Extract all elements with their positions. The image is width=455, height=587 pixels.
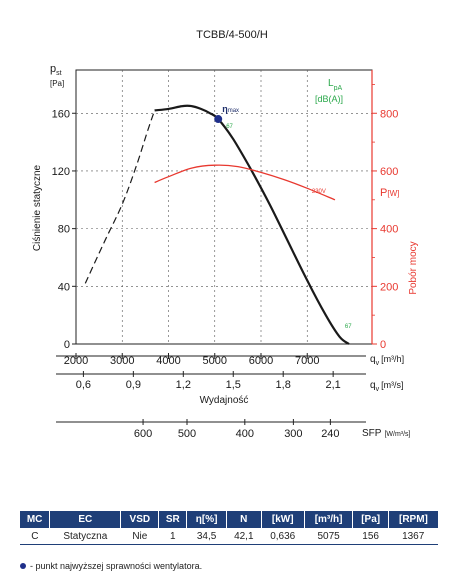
pressure-curve-dashed bbox=[84, 110, 156, 284]
x-tick-label: 6000 bbox=[249, 355, 273, 367]
x2-axis-symbol: qv [m³/s] bbox=[370, 380, 404, 393]
power-series-label: 230V bbox=[312, 189, 326, 195]
spec-cell: 5075 bbox=[304, 528, 353, 545]
x-tick-label: 3000 bbox=[110, 355, 134, 367]
spec-table-header: MC EC VSD SR η[%] N [kW] [m³/h] [Pa] [RPM] bbox=[20, 511, 438, 528]
y2-tick-label: 400 bbox=[380, 224, 398, 236]
footnote-text: - punkt najwyższej sprawności wentylator… bbox=[30, 561, 203, 571]
y2-tick-label: 600 bbox=[380, 166, 398, 178]
x-tick-label: 2000 bbox=[64, 355, 88, 367]
spec-header-cell: η[%] bbox=[186, 511, 227, 528]
bottom-axes: 2000 3000 4000 5000 6000 7000 0,6 0,9 1,2 1,5 1,8 2… bbox=[56, 353, 366, 440]
spec-cell: 156 bbox=[352, 528, 389, 545]
x2-tick-label: 1,8 bbox=[276, 379, 291, 391]
spec-cell: 1 bbox=[158, 528, 187, 545]
spec-header-cell: SR bbox=[158, 511, 188, 528]
fan-performance-chart: TCBB/4-500/H 0 40 80 120 160 0 200 400 600 800 2… bbox=[32, 29, 419, 440]
x2-tick-label: 2,1 bbox=[326, 379, 341, 391]
spec-header-cell: [kW] bbox=[261, 511, 305, 528]
spec-header-cell: VSD bbox=[120, 511, 160, 528]
y-tick-label: 120 bbox=[52, 166, 70, 178]
y-axis-symbol: pst bbox=[50, 63, 62, 77]
spec-cell: 42,1 bbox=[226, 528, 262, 545]
y2-tick-label: 200 bbox=[380, 281, 398, 293]
max-efficiency-point bbox=[214, 115, 223, 124]
spec-header-cell: [m³/h] bbox=[304, 511, 354, 528]
series-layer bbox=[84, 104, 350, 345]
power-curve bbox=[154, 164, 336, 201]
chart-title: TCBB/4-500/H bbox=[196, 29, 268, 41]
y-tick-label: 80 bbox=[58, 224, 70, 236]
spec-cell: 1367 bbox=[388, 528, 438, 545]
spec-cell: Nie bbox=[120, 528, 159, 545]
max-efficiency-label: ηmax bbox=[222, 104, 239, 114]
y2-axis-label: Pobór mocy bbox=[408, 241, 419, 294]
sfp-axis-title: SFP [W/m³/s] bbox=[362, 428, 411, 439]
x-axis-label: Wydajność bbox=[200, 395, 249, 406]
spec-cell: Statyczna bbox=[49, 528, 121, 545]
x-tick-label: 5000 bbox=[203, 355, 227, 367]
grid bbox=[76, 70, 372, 344]
x2-tick-label: 1,5 bbox=[226, 379, 241, 391]
y-tick-label: 0 bbox=[64, 339, 70, 351]
y2-axis-symbol: P[W] bbox=[380, 187, 399, 199]
spec-cell: 0,636 bbox=[261, 528, 305, 545]
spec-header-cell: N bbox=[226, 511, 262, 528]
y2-tick-label: 800 bbox=[380, 108, 398, 120]
y-axis-label: Ciśnienie statyczne bbox=[32, 164, 43, 251]
y2-tick-label: 0 bbox=[380, 339, 386, 351]
sfp-tick-label: 400 bbox=[236, 428, 254, 440]
sound-level-symbol: LpA bbox=[328, 78, 342, 92]
x2-tick-label: 1,2 bbox=[176, 379, 191, 391]
left-axis: 0 40 80 120 160 bbox=[52, 108, 76, 351]
sfp-tick-label: 600 bbox=[134, 428, 152, 440]
footnote: - punkt najwyższej sprawności wentylator… bbox=[20, 561, 202, 571]
sound-level-unit: [dB(A)] bbox=[315, 94, 343, 104]
pressure-curve bbox=[154, 104, 350, 345]
y-tick-label: 160 bbox=[52, 108, 70, 120]
x2-tick-label: 0,6 bbox=[76, 379, 91, 391]
sfp-tick-label: 500 bbox=[178, 428, 196, 440]
right-axis: 0 200 400 600 800 bbox=[371, 70, 398, 351]
max-efficiency-sound: 67 bbox=[226, 124, 233, 130]
end-point-sound: 67 bbox=[345, 324, 352, 330]
spec-header-cell: EC bbox=[49, 511, 122, 528]
spec-cell: 34,5 bbox=[186, 528, 227, 545]
sfp-tick-label: 300 bbox=[284, 428, 302, 440]
x-tick-label: 7000 bbox=[295, 355, 319, 367]
spec-header-cell: [RPM] bbox=[388, 511, 438, 528]
spec-header-cell: [Pa] bbox=[352, 511, 389, 528]
spec-header-cell: MC bbox=[20, 511, 51, 528]
y-axis-unit: [Pa] bbox=[50, 79, 64, 88]
sfp-tick-label: 240 bbox=[321, 428, 339, 440]
spec-table: MC EC VSD SR η[%] N [kW] [m³/h] [Pa] [RPM] C Staty… bbox=[20, 511, 438, 545]
spec-table-row: C Statyczna Nie 1 34,5 42,1 0,636 5075 156 1367 bbox=[20, 528, 438, 545]
y-tick-label: 40 bbox=[58, 281, 70, 293]
x-tick-label: 4000 bbox=[156, 355, 180, 367]
spec-cell: C bbox=[20, 528, 50, 545]
x2-tick-label: 0,9 bbox=[126, 379, 141, 391]
max-efficiency-dot-icon bbox=[20, 563, 26, 569]
x-axis-symbol: qv [m³/h] bbox=[370, 354, 404, 367]
